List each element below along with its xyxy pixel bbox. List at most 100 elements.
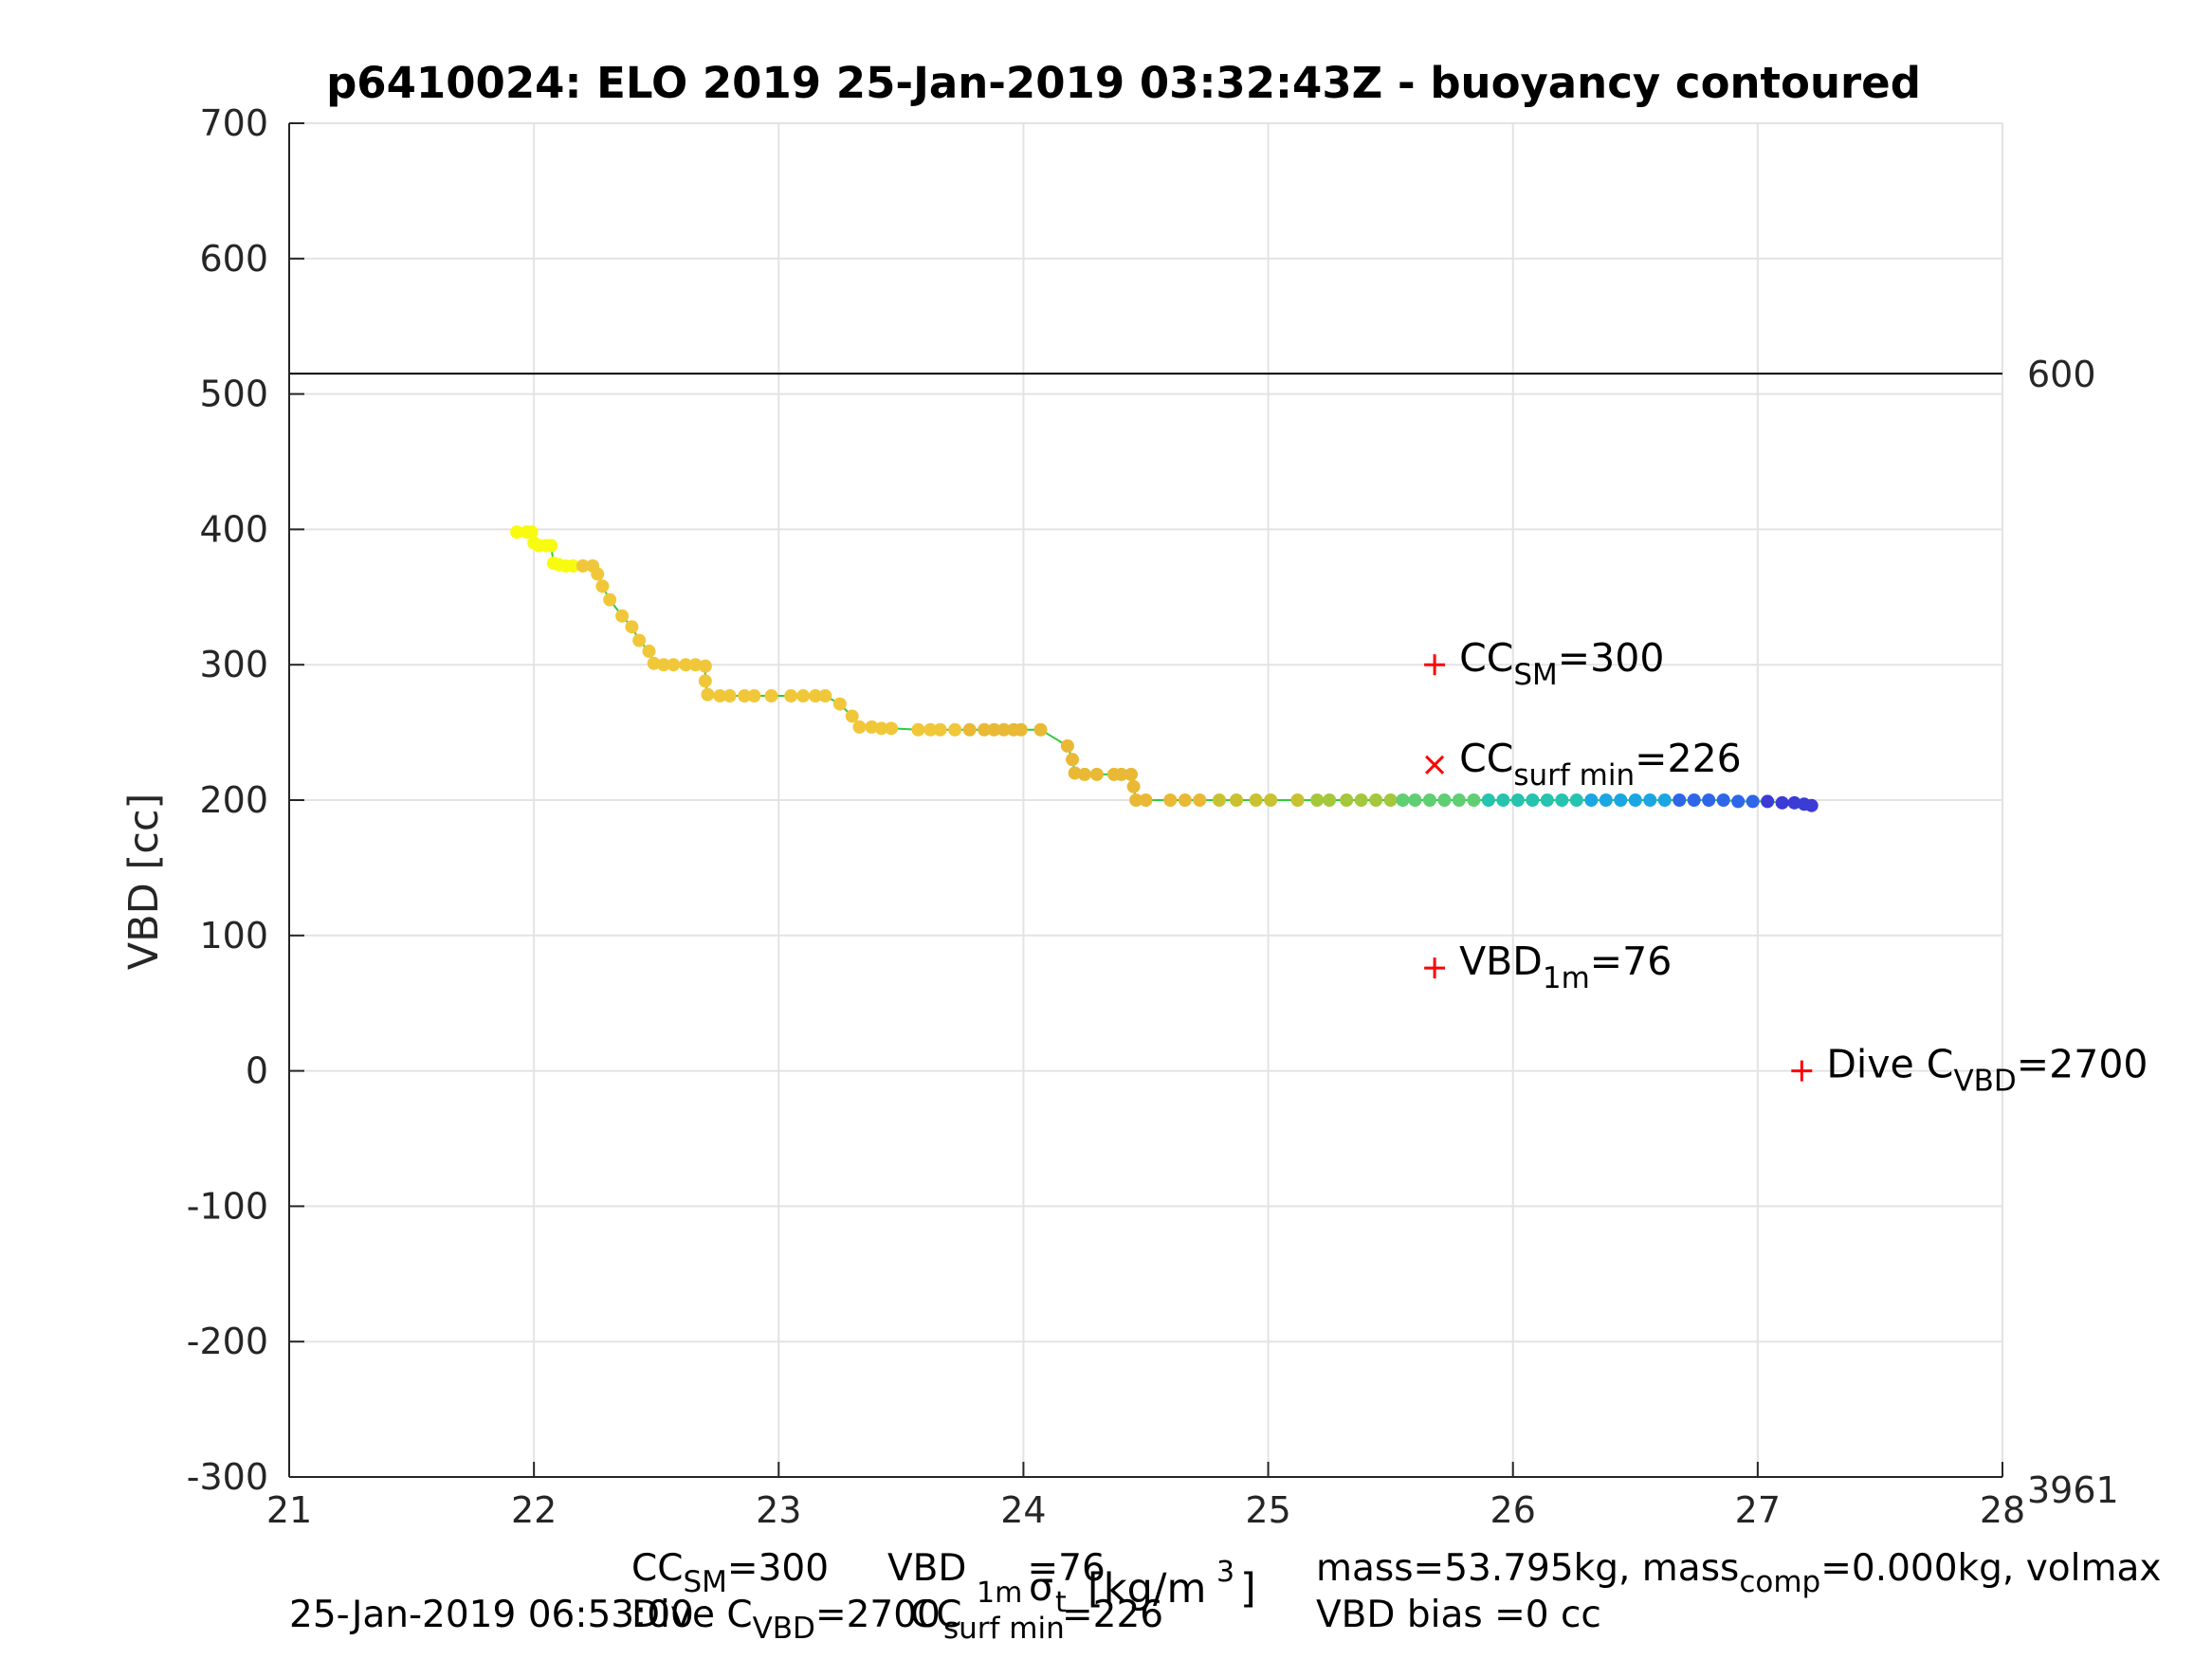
data-point <box>764 689 778 703</box>
chart-title: p6410024: ELO 2019 25-Jan-2019 03:32:43Z… <box>326 58 1921 108</box>
y-tick-label: 100 <box>199 915 268 957</box>
data-point <box>1340 793 1354 807</box>
data-point <box>1163 793 1178 807</box>
x-marker <box>1425 755 1445 775</box>
data-point <box>1467 793 1481 807</box>
data-point <box>1422 793 1436 807</box>
data-point <box>1077 767 1091 781</box>
y-tick-label: 700 <box>199 102 268 144</box>
data-point <box>1437 793 1452 807</box>
data-point <box>996 722 1011 737</box>
data-point <box>591 567 605 581</box>
annotation-label: CCsurf min=226 <box>1459 736 1742 793</box>
data-point <box>1014 722 1028 737</box>
x-axis-label-sigma: σ <box>1029 1564 1053 1610</box>
data-point <box>738 689 752 703</box>
data-point <box>1761 794 1775 809</box>
data-point <box>1383 793 1398 807</box>
data-point <box>1126 779 1141 793</box>
footer-date: 25-Jan-2019 06:53:00 <box>289 1594 694 1636</box>
data-point <box>1481 793 1495 807</box>
data-point <box>874 721 888 736</box>
data-point <box>1746 794 1760 809</box>
data-point <box>1129 793 1143 807</box>
data-point <box>688 658 703 672</box>
data-point <box>1290 793 1305 807</box>
x-axis-label-sup: 3 <box>1216 1556 1234 1589</box>
annotation-label: Dive CVBD=2700 <box>1826 1042 2148 1099</box>
data-point <box>865 720 879 734</box>
data-point <box>698 659 712 673</box>
footer-mass: mass=53.795kg, masscomp=0.000kg, volmax <box>1316 1547 2161 1599</box>
data-point <box>1193 793 1207 807</box>
data-point <box>1702 793 1716 807</box>
data-point <box>1230 793 1244 807</box>
y-tick-label: 0 <box>246 1050 268 1092</box>
data-point <box>667 658 681 672</box>
right-axis-label: 3961 <box>2027 1469 2119 1511</box>
data-point <box>595 579 610 593</box>
data-point <box>576 558 590 573</box>
tick-labels: 21 22 23 24 25 26 27 28 700 600 500 400 300 200 100 0 -1… <box>187 102 2119 1531</box>
x-axis-label-sub-1m: 1m <box>977 1577 1022 1610</box>
data-point <box>845 709 859 723</box>
footer-cc-sm: CCSM=300 <box>631 1547 829 1599</box>
data-point <box>544 538 558 553</box>
data-point <box>632 633 647 647</box>
data-point <box>1066 753 1080 767</box>
annotation-label: VBD1m=76 <box>1459 939 1672 995</box>
x-tick-label: 28 <box>1980 1489 2025 1531</box>
data-point <box>1569 793 1583 807</box>
y-tick-label: 200 <box>199 779 268 821</box>
data-series <box>510 525 1819 812</box>
data-point <box>962 722 977 737</box>
data-point <box>1310 793 1325 807</box>
data-point <box>1060 738 1074 753</box>
data-point <box>524 525 539 539</box>
x-axis-label-sub-t: t <box>1055 1586 1067 1619</box>
data-point <box>1212 793 1226 807</box>
data-point <box>832 697 847 711</box>
data-point <box>1033 722 1048 737</box>
footer-vbd-1m: VBD =76 <box>887 1547 1106 1590</box>
data-point <box>1540 793 1554 807</box>
data-point <box>1526 793 1540 807</box>
y-tick-label: 300 <box>199 644 268 685</box>
data-point <box>1354 793 1368 807</box>
x-tick-label: 22 <box>511 1489 557 1531</box>
data-point <box>1787 795 1801 810</box>
y-tick-label: 400 <box>199 508 268 550</box>
x-axis-label-unit: [kg/m <box>1088 1565 1206 1613</box>
data-point <box>615 609 630 623</box>
y-tick-label: -200 <box>187 1321 268 1362</box>
data-point <box>1731 794 1746 809</box>
y-axis-label: VBD [cc] <box>120 793 168 971</box>
data-point <box>566 558 580 573</box>
data-point <box>1687 793 1701 807</box>
y-tick-label: 500 <box>199 374 268 415</box>
data-point <box>1643 793 1657 807</box>
y-tick-label: -100 <box>187 1185 268 1227</box>
annotation-label: CCSM=300 <box>1459 635 1664 692</box>
data-point <box>923 722 938 737</box>
x-axis-label: σ 1m t [kg/m 3 ] <box>977 1556 1256 1619</box>
data-point <box>1178 793 1192 807</box>
data-point <box>1114 767 1128 781</box>
data-point <box>1614 793 1628 807</box>
data-point <box>1369 793 1383 807</box>
x-tick-label: 21 <box>266 1489 312 1531</box>
data-point <box>885 721 899 736</box>
axes-frame <box>288 122 2003 1478</box>
data-point <box>987 722 1001 737</box>
y-tick-label: 600 <box>199 238 268 280</box>
data-point <box>948 722 962 737</box>
annotations: CCSM=300 CCsurf min=226 VBD1m=76 Dive CVBD=… <box>1424 635 2148 1099</box>
data-point <box>1510 793 1525 807</box>
data-point <box>1396 793 1410 807</box>
data-point <box>1139 793 1153 807</box>
footer: CCSM=300 VBD =76 mass=53.795kg, masscomp=… <box>289 1547 2161 1646</box>
data-point <box>1775 795 1789 810</box>
data-point <box>796 689 811 703</box>
data-point <box>603 592 617 607</box>
